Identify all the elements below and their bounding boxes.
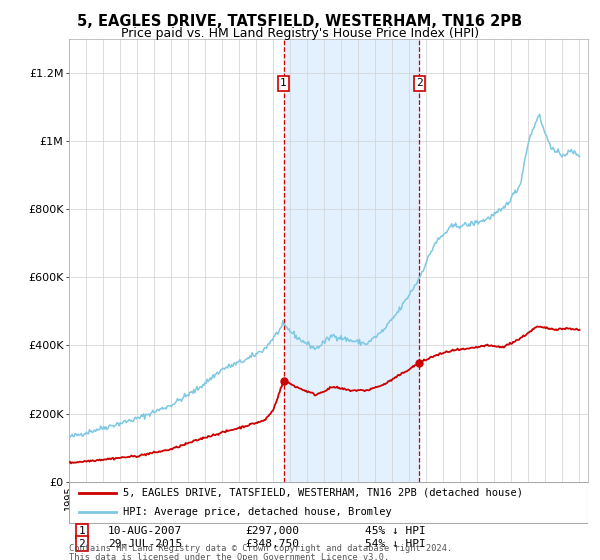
FancyBboxPatch shape <box>69 482 588 523</box>
Text: 45% ↓ HPI: 45% ↓ HPI <box>365 526 425 536</box>
Text: This data is licensed under the Open Government Licence v3.0.: This data is licensed under the Open Gov… <box>69 553 389 560</box>
Text: 1: 1 <box>280 78 287 88</box>
Text: 2: 2 <box>416 78 422 88</box>
Text: Price paid vs. HM Land Registry's House Price Index (HPI): Price paid vs. HM Land Registry's House … <box>121 27 479 40</box>
Text: 54% ↓ HPI: 54% ↓ HPI <box>365 539 425 549</box>
Text: 10-AUG-2007: 10-AUG-2007 <box>108 526 182 536</box>
Text: 29-JUL-2015: 29-JUL-2015 <box>108 539 182 549</box>
Bar <box>284 39 419 482</box>
Text: 2: 2 <box>79 539 85 549</box>
Text: 1: 1 <box>79 526 85 536</box>
Text: 5, EAGLES DRIVE, TATSFIELD, WESTERHAM, TN16 2PB (detached house): 5, EAGLES DRIVE, TATSFIELD, WESTERHAM, T… <box>124 488 523 498</box>
Text: £348,750: £348,750 <box>245 539 299 549</box>
Text: Contains HM Land Registry data © Crown copyright and database right 2024.: Contains HM Land Registry data © Crown c… <box>69 544 452 553</box>
Text: HPI: Average price, detached house, Bromley: HPI: Average price, detached house, Brom… <box>124 507 392 517</box>
Text: 5, EAGLES DRIVE, TATSFIELD, WESTERHAM, TN16 2PB: 5, EAGLES DRIVE, TATSFIELD, WESTERHAM, T… <box>77 14 523 29</box>
Text: £297,000: £297,000 <box>245 526 299 536</box>
